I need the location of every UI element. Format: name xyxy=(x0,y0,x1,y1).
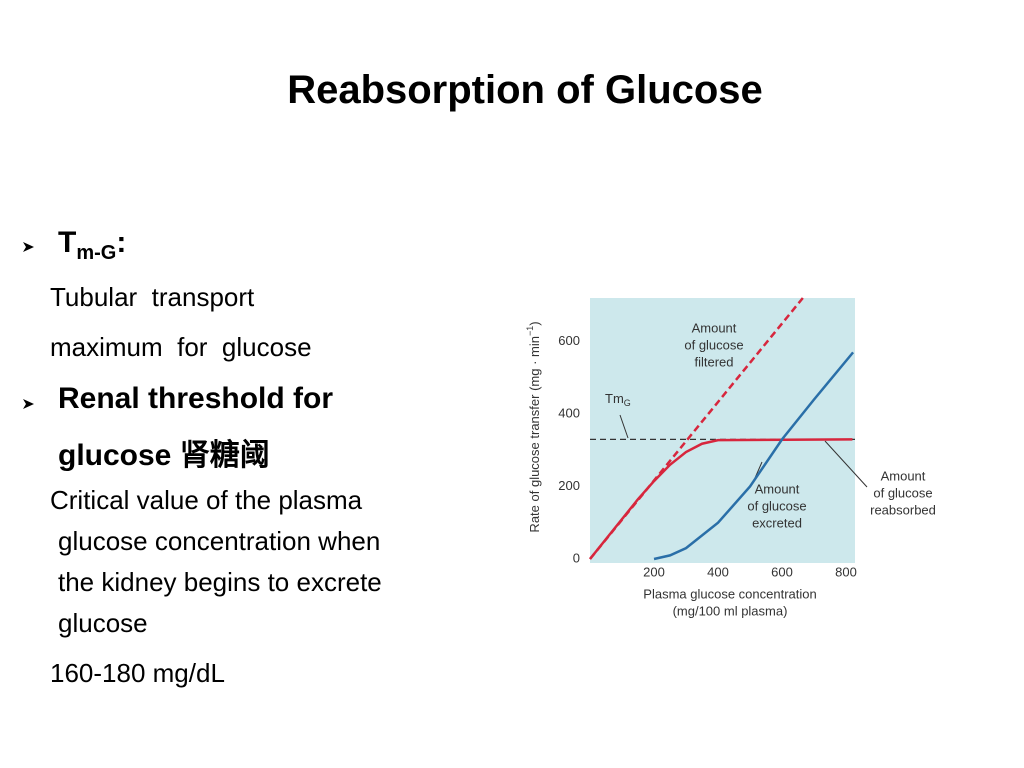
text-line: Critical value of the plasma xyxy=(50,485,363,515)
subscript: G xyxy=(624,398,631,408)
y-axis-label: Rate of glucose transfer (mg · min−1) xyxy=(525,321,542,532)
bullet-head: glucose 肾糖阈 xyxy=(58,439,270,472)
x-tick-label: 600 xyxy=(771,564,793,579)
superscript: −1 xyxy=(525,326,535,336)
annotation: filtered xyxy=(694,354,733,369)
annotation: of glucose xyxy=(873,485,932,500)
y-tick-label: 0 xyxy=(573,550,580,565)
slide-title: Reabsorption of Glucose xyxy=(287,68,763,112)
text-line: glucose concentration when xyxy=(58,526,381,556)
bullet-arrow xyxy=(23,399,34,409)
annotation: of glucose xyxy=(684,337,743,352)
x-tick-label: 800 xyxy=(835,564,857,579)
x-axis-label: Plasma glucose concentration xyxy=(643,586,816,601)
annotation: Amount xyxy=(755,481,800,496)
y-tick-label: 600 xyxy=(558,333,580,348)
y-tick-label: 400 xyxy=(558,405,580,420)
chart: 0 200 400 600 200 400 600 800 Plasma glucose con… xyxy=(525,297,936,618)
bullet-head: Renal threshold for xyxy=(58,382,334,415)
text-line: 160-180 mg/dL xyxy=(50,658,225,688)
y-tick-label: 200 xyxy=(558,478,580,493)
x-tick-label: 400 xyxy=(707,564,729,579)
text-line: the kidney begins to excrete xyxy=(58,567,382,597)
text: T xyxy=(58,226,77,259)
x-axis-label: (mg/100 ml plasma) xyxy=(673,603,788,618)
series-line xyxy=(589,438,853,560)
tm-label: TmG xyxy=(605,391,631,408)
annotation: excreted xyxy=(752,515,802,530)
text: Rate of glucose transfer (mg · min xyxy=(527,336,542,533)
text-line: maximum for glucose xyxy=(50,332,312,362)
annotation: Amount xyxy=(692,320,737,335)
annotation: Amount xyxy=(881,468,926,483)
text: Tm xyxy=(605,391,624,406)
x-tick-label: 200 xyxy=(643,564,665,579)
bullet-arrow xyxy=(23,242,34,252)
annotation: of glucose xyxy=(747,498,806,513)
text: ) xyxy=(527,321,542,325)
leader-line xyxy=(619,414,629,439)
text-line: Tubular transport xyxy=(50,282,255,312)
bullet-head: Tm-G: xyxy=(58,226,126,265)
annotation: reabsorbed xyxy=(870,502,936,517)
text-line: glucose xyxy=(58,608,148,638)
series-line xyxy=(653,351,855,561)
leader-line xyxy=(824,440,868,488)
subscript: m-G xyxy=(76,242,117,264)
text: : xyxy=(116,226,127,259)
